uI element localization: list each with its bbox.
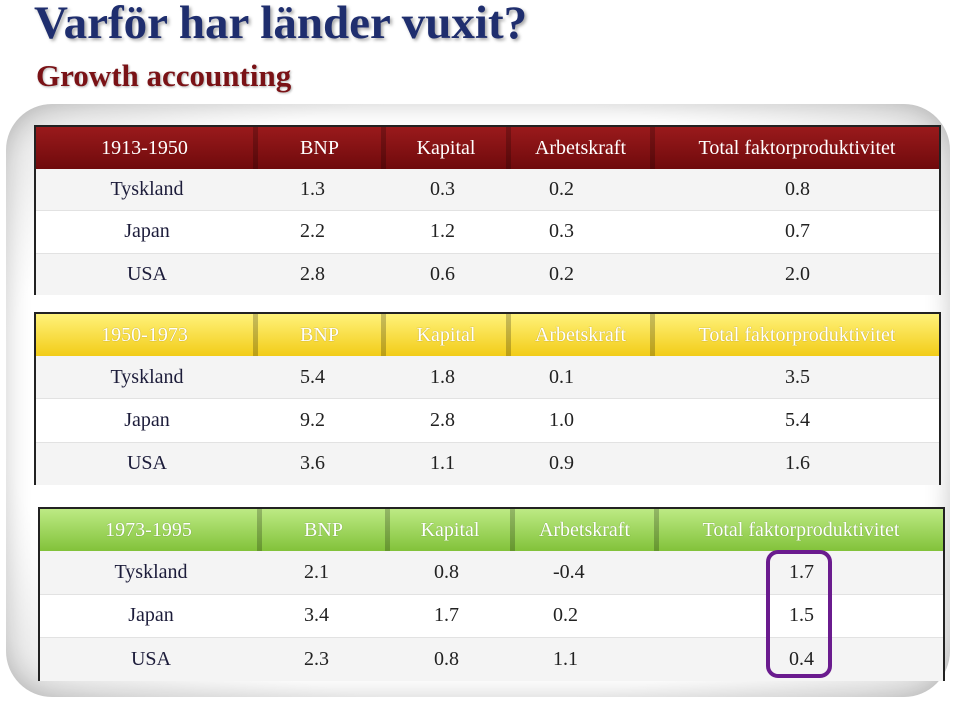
tfp-value: 3.5	[785, 365, 810, 388]
kapital-value: 0.8	[434, 648, 459, 671]
tfp-value: 0.4	[789, 648, 814, 671]
country-label: USA	[130, 648, 171, 671]
table-row: Japan 9.2 2.8 1.0 5.4	[36, 398, 939, 442]
table-row: USA 2.8 0.6 0.2 2.0	[36, 252, 939, 295]
tfp-value: 1.5	[789, 604, 814, 627]
arbetskraft-value: -0.4	[553, 560, 585, 583]
country-label: Tyskland	[114, 560, 188, 583]
column-header-tfp: Total faktorproduktivitet	[698, 323, 896, 346]
table-row: Tyskland 1.3 0.3 0.2 0.8	[36, 169, 939, 211]
country-label: USA	[126, 452, 167, 475]
table-header-row: 1913-1950 BNP Kapital Arbetskraft Total …	[36, 127, 939, 169]
bnp-value: 5.4	[300, 365, 325, 388]
tfp-value: 5.4	[785, 408, 810, 431]
table-row: Tyskland 5.4 1.8 0.1 3.5	[36, 356, 939, 399]
bnp-value: 9.2	[300, 408, 325, 431]
slide-title: Varför har länder vuxit?	[34, 0, 528, 49]
period-header: 1950-1973	[36, 314, 258, 356]
bnp-value: 1.3	[300, 178, 325, 201]
arbetskraft-value: 0.2	[549, 178, 574, 201]
country-label: Tyskland	[110, 178, 184, 201]
country-label: Japan	[124, 408, 170, 431]
column-header-kapital: Kapital	[386, 127, 511, 169]
growth-table-1913-1950: 1913-1950 BNP Kapital Arbetskraft Total …	[34, 125, 941, 295]
arbetskraft-value: 1.0	[549, 408, 574, 431]
kapital-value: 1.1	[430, 452, 455, 475]
table-row: Japan 3.4 1.7 0.2 1.5	[40, 593, 943, 638]
arbetskraft-value: 0.9	[549, 452, 574, 475]
table-row: USA 2.3 0.8 1.1 0.4	[40, 637, 943, 681]
period-header: 1913-1950	[36, 127, 258, 169]
period-header: 1973-1995	[40, 509, 262, 551]
country-label: USA	[126, 262, 167, 285]
column-header-arbetskraft: Arbetskraft	[511, 127, 655, 169]
kapital-value: 1.8	[430, 365, 455, 388]
arbetskraft-value: 0.3	[549, 220, 574, 243]
kapital-value: 0.6	[430, 262, 455, 285]
kapital-value: 0.3	[430, 178, 455, 201]
table-row: Tyskland 2.1 0.8 -0.4 1.7	[40, 551, 943, 594]
column-header-tfp: Total faktorproduktivitet	[698, 136, 896, 159]
kapital-value: 2.8	[430, 408, 455, 431]
bnp-value: 2.1	[304, 560, 329, 583]
table-row: USA 3.6 1.1 0.9 1.6	[36, 441, 939, 485]
arbetskraft-value: 1.1	[553, 648, 578, 671]
column-header-bnp: BNP	[262, 509, 390, 551]
country-label: Japan	[124, 220, 170, 243]
bnp-value: 3.4	[304, 604, 329, 627]
bnp-value: 3.6	[300, 452, 325, 475]
tfp-value: 2.0	[785, 262, 810, 285]
country-label: Japan	[128, 604, 174, 627]
arbetskraft-value: 0.2	[553, 604, 578, 627]
bnp-value: 2.2	[300, 220, 325, 243]
column-header-bnp: BNP	[258, 314, 386, 356]
growth-table-1973-1995: 1973-1995 BNP Kapital Arbetskraft Total …	[38, 507, 945, 681]
column-header-tfp: Total faktorproduktivitet	[702, 518, 900, 541]
column-header-arbetskraft: Arbetskraft	[511, 314, 655, 356]
column-header-kapital: Kapital	[390, 509, 515, 551]
country-label: Tyskland	[110, 365, 184, 388]
slide-subtitle: Growth accounting	[36, 58, 292, 93]
bnp-value: 2.3	[304, 648, 329, 671]
column-header-arbetskraft: Arbetskraft	[515, 509, 659, 551]
tfp-value: 1.6	[785, 452, 810, 475]
bnp-value: 2.8	[300, 262, 325, 285]
column-header-bnp: BNP	[258, 127, 386, 169]
kapital-value: 1.7	[434, 604, 459, 627]
arbetskraft-value: 0.2	[549, 262, 574, 285]
arbetskraft-value: 0.1	[549, 365, 574, 388]
tfp-value: 0.7	[785, 220, 810, 243]
tfp-value: 1.7	[789, 560, 814, 583]
column-header-kapital: Kapital	[386, 314, 511, 356]
tfp-value: 0.8	[785, 178, 810, 201]
growth-table-1950-1973: 1950-1973 BNP Kapital Arbetskraft Total …	[34, 312, 941, 485]
table-row: Japan 2.2 1.2 0.3 0.7	[36, 210, 939, 253]
table-header-row: 1973-1995 BNP Kapital Arbetskraft Total …	[40, 509, 943, 551]
kapital-value: 0.8	[434, 560, 459, 583]
table-header-row: 1950-1973 BNP Kapital Arbetskraft Total …	[36, 314, 939, 356]
kapital-value: 1.2	[430, 220, 455, 243]
